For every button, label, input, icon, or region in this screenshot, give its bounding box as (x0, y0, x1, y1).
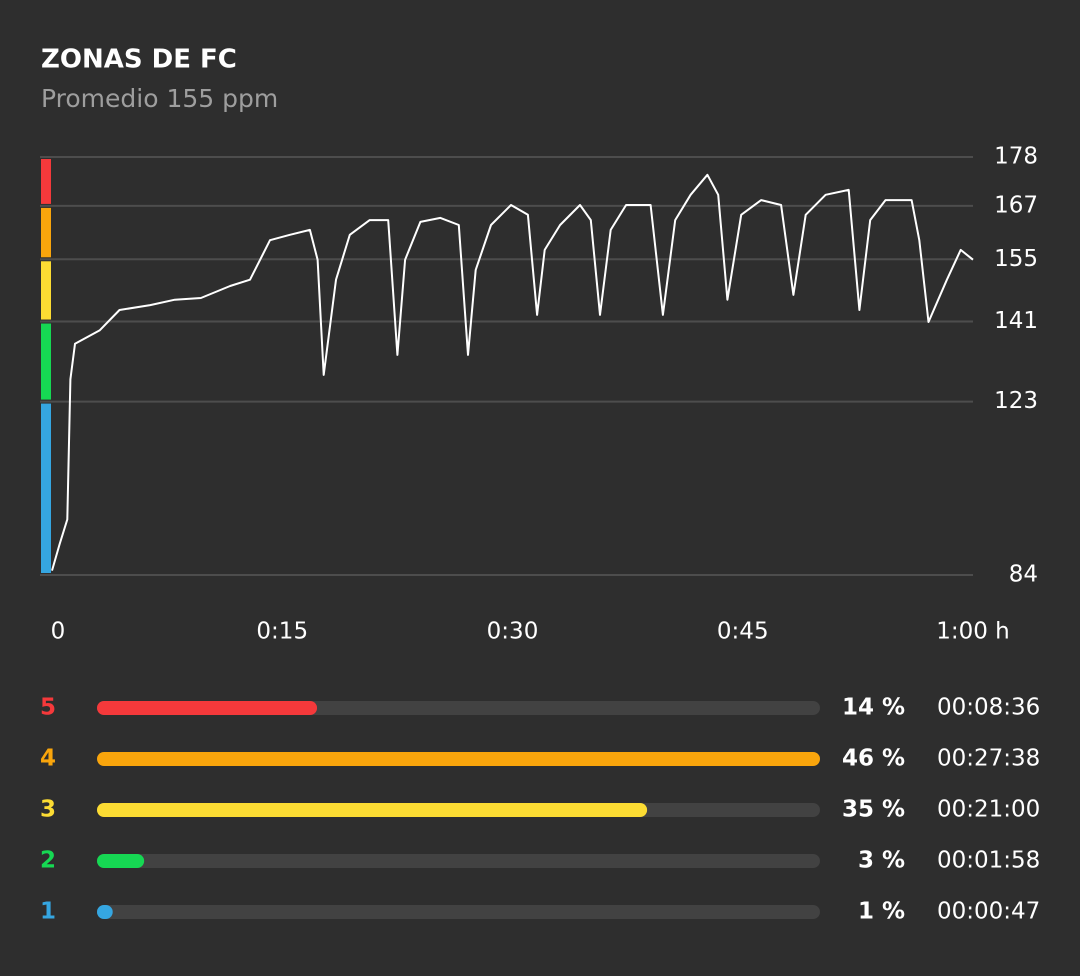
duration-label: 00:01:58 (937, 848, 1040, 874)
x-tick-label: 0:45 (717, 619, 769, 645)
zone-label: 5 (40, 695, 56, 721)
y-tick-label: 84 (1009, 562, 1038, 588)
bar-track (97, 905, 820, 919)
percent-label: 46 % (842, 746, 905, 772)
duration-label: 00:00:47 (937, 899, 1040, 925)
bar (97, 803, 648, 817)
y-tick-label: 123 (994, 388, 1038, 414)
duration-label: 00:27:38 (937, 746, 1040, 772)
x-tick-label: 0:30 (487, 619, 539, 645)
y-tick-label: 178 (994, 144, 1038, 170)
percent-label: 35 % (842, 797, 905, 823)
zone-band (41, 207, 51, 258)
y-tick-label: 155 (994, 246, 1038, 272)
bar (97, 854, 145, 868)
subtitle: Promedio 155 ppm (41, 84, 278, 113)
duration-label: 00:21:00 (937, 797, 1040, 823)
zone-band (41, 403, 51, 573)
percent-label: 1 % (858, 899, 905, 925)
percent-label: 14 % (842, 695, 905, 721)
duration-label: 00:08:36 (937, 695, 1040, 721)
y-tick-label: 167 (994, 192, 1038, 218)
zone-band (41, 323, 51, 400)
title: ZONAS DE FC (41, 45, 237, 75)
zone-label: 1 (40, 899, 56, 925)
zone-label: 2 (40, 848, 56, 874)
zone-band (41, 261, 51, 320)
x-tick-label: 1:00 h (936, 619, 1010, 645)
x-tick-label: 0 (51, 619, 66, 645)
bar (97, 905, 113, 919)
x-tick-label: 0:15 (256, 619, 308, 645)
hr-line (51, 173, 974, 571)
percent-label: 3 % (858, 848, 905, 874)
zone-band (41, 159, 51, 204)
zone-label: 3 (40, 797, 56, 823)
bar (97, 701, 318, 715)
y-tick-label: 141 (994, 308, 1038, 334)
zone-label: 4 (40, 746, 56, 772)
bar (97, 752, 820, 766)
bar-track (97, 854, 820, 868)
